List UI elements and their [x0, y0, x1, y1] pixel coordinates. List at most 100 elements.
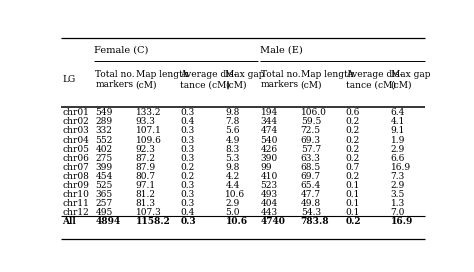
- Text: 99: 99: [261, 163, 272, 172]
- Text: 16.9: 16.9: [391, 217, 413, 226]
- Text: 0.3: 0.3: [181, 135, 195, 144]
- Text: chr03: chr03: [62, 126, 89, 135]
- Text: 72.5: 72.5: [301, 126, 321, 135]
- Text: 1.3: 1.3: [391, 199, 405, 208]
- Text: 0.7: 0.7: [346, 163, 360, 172]
- Text: 109.6: 109.6: [136, 135, 161, 144]
- Text: Map length
(cM): Map length (cM): [301, 70, 353, 89]
- Text: 9.8: 9.8: [226, 163, 240, 172]
- Text: 106.0: 106.0: [301, 108, 327, 118]
- Text: chr11: chr11: [62, 199, 89, 208]
- Text: 47.7: 47.7: [301, 190, 321, 199]
- Text: Map length
(cM): Map length (cM): [136, 70, 188, 89]
- Text: 0.6: 0.6: [346, 108, 360, 118]
- Text: 0.2: 0.2: [346, 126, 360, 135]
- Text: 81.2: 81.2: [136, 190, 155, 199]
- Text: 426: 426: [261, 144, 278, 154]
- Text: 5.0: 5.0: [226, 208, 240, 217]
- Text: 257: 257: [95, 199, 113, 208]
- Text: 10.6: 10.6: [226, 190, 246, 199]
- Text: Max gap
(cM): Max gap (cM): [391, 70, 430, 89]
- Text: 9.1: 9.1: [391, 126, 405, 135]
- Text: 0.3: 0.3: [181, 144, 195, 154]
- Text: chr06: chr06: [62, 154, 89, 163]
- Text: 5.6: 5.6: [226, 126, 240, 135]
- Text: chr08: chr08: [62, 172, 89, 181]
- Text: 4.4: 4.4: [226, 181, 240, 190]
- Text: 0.4: 0.4: [181, 208, 195, 217]
- Text: 0.1: 0.1: [346, 199, 360, 208]
- Text: 0.3: 0.3: [181, 154, 195, 163]
- Text: 332: 332: [95, 126, 112, 135]
- Text: 0.1: 0.1: [346, 208, 360, 217]
- Text: 0.3: 0.3: [181, 217, 196, 226]
- Text: 275: 275: [95, 154, 113, 163]
- Text: 493: 493: [261, 190, 278, 199]
- Text: 2.9: 2.9: [391, 144, 405, 154]
- Text: 0.3: 0.3: [181, 181, 195, 190]
- Text: 6.6: 6.6: [391, 154, 405, 163]
- Text: 0.2: 0.2: [346, 154, 360, 163]
- Text: chr05: chr05: [62, 144, 89, 154]
- Text: 1158.2: 1158.2: [136, 217, 170, 226]
- Text: 133.2: 133.2: [136, 108, 161, 118]
- Text: Max gap
(cM): Max gap (cM): [226, 70, 265, 89]
- Text: 81.3: 81.3: [136, 199, 155, 208]
- Text: 87.9: 87.9: [136, 163, 155, 172]
- Text: 0.2: 0.2: [346, 135, 360, 144]
- Text: 97.1: 97.1: [136, 181, 155, 190]
- Text: 0.3: 0.3: [181, 199, 195, 208]
- Text: chr10: chr10: [62, 190, 89, 199]
- Text: 549: 549: [95, 108, 113, 118]
- Text: 399: 399: [95, 163, 112, 172]
- Text: 0.1: 0.1: [346, 181, 360, 190]
- Text: 59.5: 59.5: [301, 118, 321, 126]
- Text: 80.7: 80.7: [136, 172, 155, 181]
- Text: 410: 410: [261, 172, 278, 181]
- Text: chr02: chr02: [62, 118, 89, 126]
- Text: 0.2: 0.2: [346, 118, 360, 126]
- Text: 1.9: 1.9: [391, 135, 405, 144]
- Text: 3.5: 3.5: [391, 190, 405, 199]
- Text: 783.8: 783.8: [301, 217, 329, 226]
- Text: 523: 523: [261, 181, 278, 190]
- Text: 4.2: 4.2: [226, 172, 240, 181]
- Text: 0.2: 0.2: [181, 163, 195, 172]
- Text: 7.8: 7.8: [226, 118, 240, 126]
- Text: chr07: chr07: [62, 163, 89, 172]
- Text: Average dis-
tance (cM): Average dis- tance (cM): [181, 70, 237, 89]
- Text: 540: 540: [261, 135, 278, 144]
- Text: 4740: 4740: [261, 217, 285, 226]
- Text: 0.2: 0.2: [346, 217, 361, 226]
- Text: chr01: chr01: [62, 108, 89, 118]
- Text: 402: 402: [95, 144, 112, 154]
- Text: 92.3: 92.3: [136, 144, 155, 154]
- Text: 69.7: 69.7: [301, 172, 321, 181]
- Text: 54.3: 54.3: [301, 208, 321, 217]
- Text: 0.3: 0.3: [181, 108, 195, 118]
- Text: 0.3: 0.3: [181, 126, 195, 135]
- Text: 2.9: 2.9: [391, 181, 405, 190]
- Text: 8.3: 8.3: [226, 144, 240, 154]
- Text: 107.1: 107.1: [136, 126, 161, 135]
- Text: 107.3: 107.3: [136, 208, 161, 217]
- Text: 0.2: 0.2: [346, 144, 360, 154]
- Text: 194: 194: [261, 108, 278, 118]
- Text: Female (C): Female (C): [94, 46, 149, 55]
- Text: 0.3: 0.3: [181, 190, 195, 199]
- Text: 16.9: 16.9: [391, 163, 411, 172]
- Text: 4894: 4894: [95, 217, 121, 226]
- Text: 7.3: 7.3: [391, 172, 405, 181]
- Text: 0.2: 0.2: [346, 172, 360, 181]
- Text: 443: 443: [261, 208, 278, 217]
- Text: 390: 390: [261, 154, 278, 163]
- Text: 0.4: 0.4: [181, 118, 195, 126]
- Text: 525: 525: [95, 181, 113, 190]
- Text: 63.3: 63.3: [301, 154, 320, 163]
- Text: 69.3: 69.3: [301, 135, 321, 144]
- Text: 0.2: 0.2: [181, 172, 195, 181]
- Text: chr04: chr04: [62, 135, 89, 144]
- Text: 2.9: 2.9: [226, 199, 240, 208]
- Text: 552: 552: [95, 135, 113, 144]
- Text: 4.1: 4.1: [391, 118, 405, 126]
